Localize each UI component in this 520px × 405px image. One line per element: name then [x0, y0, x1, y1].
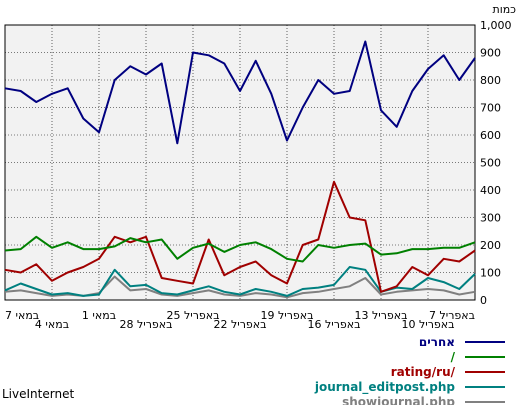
y-tick-label: 600 [480, 129, 501, 142]
y-tick-label: 100 [480, 267, 501, 280]
x-tick-label: 16 באפריל [307, 318, 360, 331]
y-tick-label: 500 [480, 157, 501, 170]
x-tick-label: 22 באפריל [213, 318, 266, 331]
series-lines [4, 40, 476, 299]
y-tick-label: 1,000 [480, 19, 512, 32]
y-tick-label: 800 [480, 74, 501, 87]
legend: אחרים/rating/ru/journal_editpost.phpshow… [314, 335, 505, 405]
x-tick-label: 13 באפריל [354, 309, 407, 322]
series-line-other [4, 40, 476, 145]
y-tick-label: 400 [480, 184, 501, 197]
legend-label-journal-editpost-php: journal_editpost.php [314, 380, 456, 395]
legend-label-showjournal-php: showjournal.php [342, 395, 455, 405]
x-tick-label: 7 באפריל [429, 309, 475, 322]
series-line-journal-editpost-php [4, 266, 476, 297]
x-tick-label: 28 באפריל [119, 318, 172, 331]
legend-label-other: / [451, 350, 456, 364]
x-tick-label: 4 במאי [35, 318, 69, 331]
y-axis-label: כמות [492, 3, 516, 16]
y-tick-label: 300 [480, 212, 501, 225]
y-tick-label: 700 [480, 102, 501, 115]
y-ticks: 0 100 200 300 400 500 600 700 800 900 1,000 [480, 19, 512, 307]
grid [5, 25, 475, 300]
y-tick-label: 200 [480, 239, 501, 252]
series-line-other [4, 235, 476, 263]
series-line-rating-ru [4, 180, 476, 293]
watermark: LiveInternet [2, 387, 74, 401]
x-tick-label: 1 במאי [82, 309, 116, 322]
x-tick-label: 10 באפריל [401, 318, 454, 331]
y-tick-label: 0 [480, 294, 487, 307]
legend-label-rating-ru: rating/ru/ [391, 365, 456, 379]
x-tick-label: 19 באפריל [260, 309, 313, 322]
legend-label-other: אחרים [419, 335, 455, 349]
x-tick-label: 25 באפריל [166, 309, 219, 322]
y-tick-label: 900 [480, 47, 501, 60]
x-tick-label: 7 במאי [5, 309, 39, 322]
